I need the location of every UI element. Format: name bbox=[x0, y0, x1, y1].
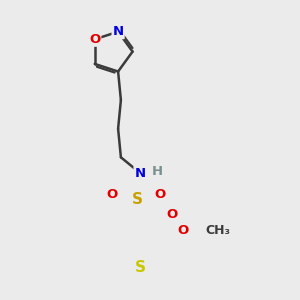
Text: N: N bbox=[112, 25, 124, 38]
Text: O: O bbox=[106, 188, 118, 202]
Text: CH₃: CH₃ bbox=[205, 224, 230, 237]
Text: O: O bbox=[166, 208, 177, 220]
Text: H: H bbox=[151, 165, 162, 178]
Text: S: S bbox=[132, 192, 143, 207]
Text: O: O bbox=[154, 188, 166, 202]
Text: O: O bbox=[178, 224, 189, 237]
Text: N: N bbox=[134, 167, 146, 179]
Text: S: S bbox=[135, 260, 146, 275]
Text: O: O bbox=[89, 33, 100, 46]
